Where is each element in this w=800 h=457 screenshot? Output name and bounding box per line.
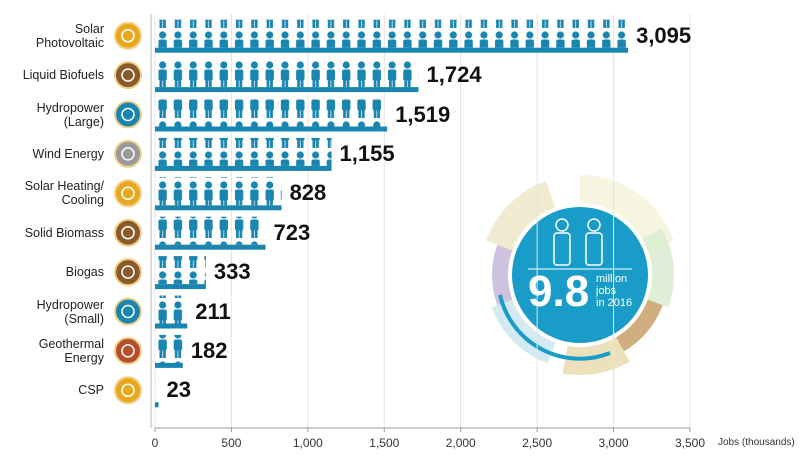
bar bbox=[155, 59, 419, 88]
category-icon-inner bbox=[121, 28, 135, 43]
badge-number: 9.8 bbox=[528, 267, 590, 316]
value-label: 333 bbox=[213, 259, 251, 285]
bar-base bbox=[155, 284, 206, 290]
badge-text: million jobs in 2016 bbox=[596, 273, 633, 309]
category-icon bbox=[114, 139, 142, 168]
category-icon-inner bbox=[121, 383, 135, 398]
badge-ring bbox=[498, 294, 611, 361]
bar bbox=[155, 334, 183, 363]
bar-base bbox=[155, 87, 419, 93]
category-label: Solid Biomass bbox=[24, 225, 104, 240]
category-label: Solar Photovoltaic bbox=[35, 21, 104, 50]
category-icon bbox=[114, 100, 142, 129]
x-tick-label: 1,000 bbox=[292, 436, 323, 450]
value-label: 1,155 bbox=[339, 140, 395, 166]
category-icon bbox=[114, 21, 142, 50]
category-icon-inner bbox=[121, 147, 135, 161]
category-icon bbox=[114, 61, 142, 90]
bar bbox=[155, 256, 206, 285]
category-icon-inner bbox=[121, 107, 135, 122]
badge-segment bbox=[486, 181, 556, 251]
bar bbox=[155, 137, 332, 166]
x-tick-label: 3,500 bbox=[674, 436, 706, 450]
bar bbox=[155, 98, 388, 127]
value-label: 1,724 bbox=[426, 62, 482, 88]
value-label: 723 bbox=[273, 219, 311, 245]
bar-base bbox=[155, 362, 183, 368]
x-tick-label: 3,000 bbox=[598, 436, 629, 450]
category-icon-inner bbox=[121, 265, 135, 279]
category-icon bbox=[114, 336, 142, 365]
category-label: Biogas bbox=[65, 265, 104, 280]
bar bbox=[155, 295, 188, 324]
badge-segment bbox=[616, 299, 663, 352]
category-icon-inner bbox=[121, 344, 135, 358]
category-label: Wind Energy bbox=[32, 146, 104, 161]
badge-segment bbox=[492, 244, 513, 306]
value-label: 1,519 bbox=[395, 101, 451, 127]
category-label: Hydropower (Small) bbox=[36, 297, 104, 326]
category-icon-inner bbox=[121, 225, 135, 240]
bar-base bbox=[155, 165, 332, 171]
bar bbox=[155, 374, 159, 403]
worker-head bbox=[587, 218, 601, 232]
bar-base bbox=[155, 47, 629, 53]
category-icon-inner bbox=[121, 304, 135, 319]
bar bbox=[155, 216, 266, 245]
bar-base bbox=[155, 205, 282, 211]
x-tick-label: 1,500 bbox=[369, 436, 400, 450]
category-icon bbox=[114, 258, 142, 287]
category-label: Solar Heating/ Cooling bbox=[24, 179, 104, 208]
category-icon bbox=[114, 218, 142, 247]
category-label: Liquid Biofuels bbox=[22, 68, 104, 83]
category-label: CSP bbox=[78, 383, 104, 398]
worker-body bbox=[553, 232, 571, 266]
bar bbox=[155, 19, 629, 48]
category-icon bbox=[114, 297, 142, 326]
bar bbox=[155, 177, 282, 206]
category-label: Hydropower (Large) bbox=[36, 100, 104, 129]
x-tick-label: 500 bbox=[221, 436, 242, 450]
badge-segment bbox=[642, 228, 674, 308]
bar-base bbox=[155, 402, 159, 408]
value-label: 182 bbox=[190, 337, 228, 363]
value-label: 828 bbox=[289, 180, 327, 206]
category-icon-inner bbox=[121, 186, 135, 201]
bar-base bbox=[155, 323, 188, 329]
value-label: 3,095 bbox=[636, 22, 692, 48]
category-icon-inner bbox=[121, 68, 135, 82]
value-label: 23 bbox=[166, 377, 191, 403]
bar-base bbox=[155, 126, 388, 132]
category-icon bbox=[114, 179, 142, 208]
bar-base bbox=[155, 244, 266, 250]
badge-segment bbox=[580, 175, 674, 251]
category-label: Geothermal Energy bbox=[38, 336, 104, 365]
worker-head bbox=[555, 218, 569, 232]
x-tick-label: 2,500 bbox=[522, 436, 553, 450]
worker-body bbox=[585, 232, 603, 266]
x-tick-label: 2,000 bbox=[445, 436, 476, 450]
category-icon bbox=[114, 376, 142, 405]
x-tick-label: 0 bbox=[151, 436, 159, 450]
value-label: 211 bbox=[195, 298, 231, 324]
x-axis-label: Jobs (thousands) bbox=[718, 437, 795, 448]
